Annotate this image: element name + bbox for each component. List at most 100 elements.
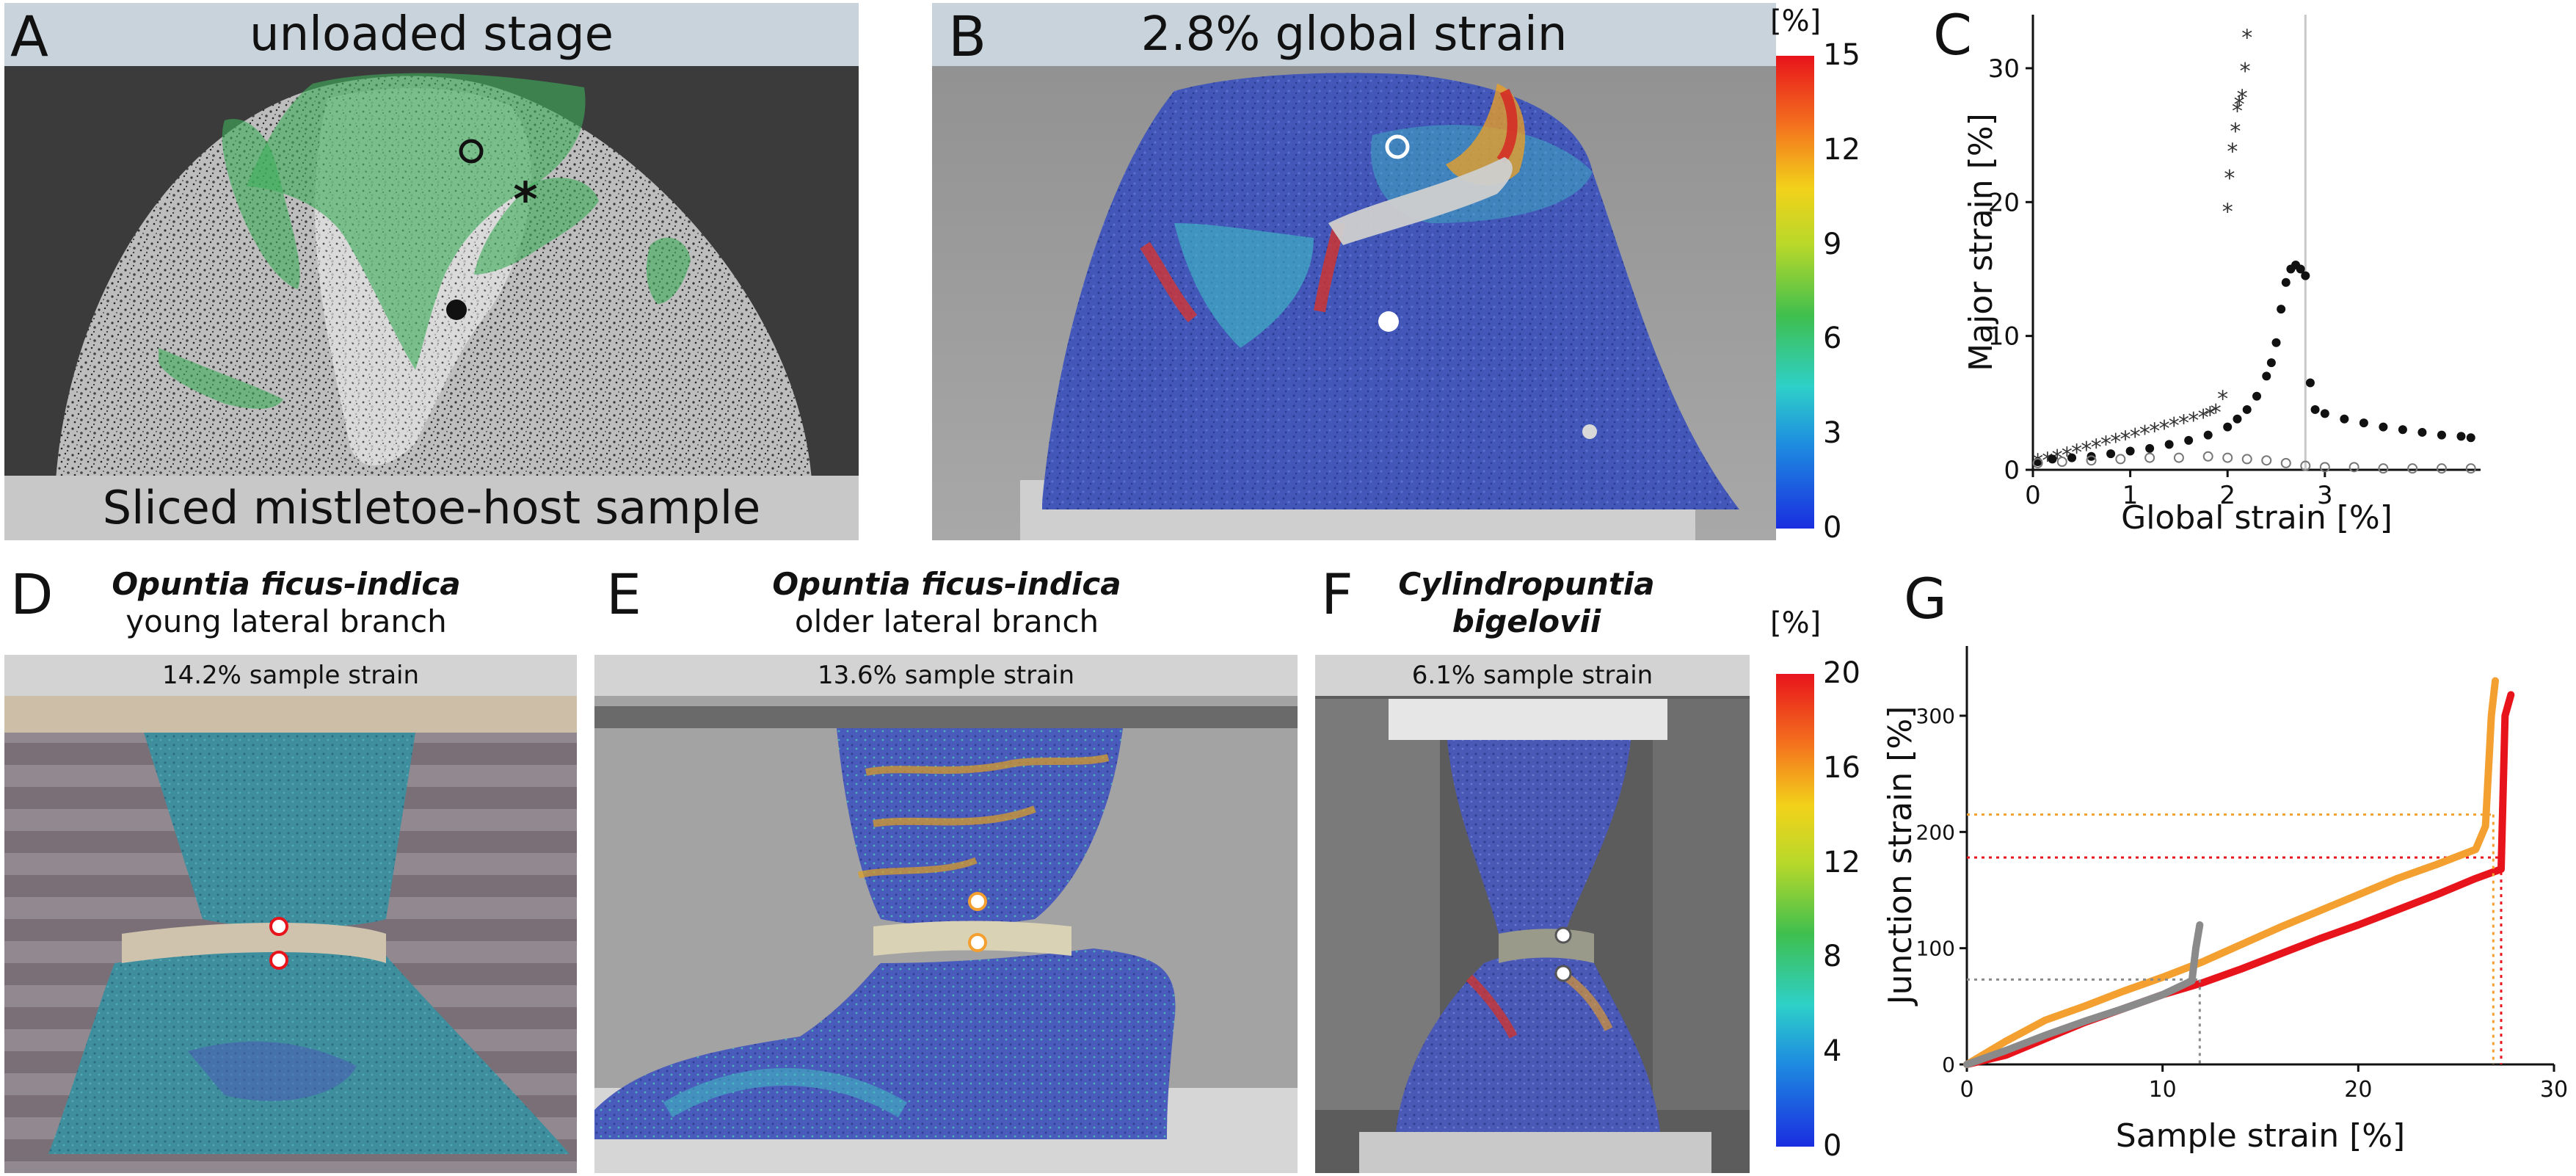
c-point-filled [2145,443,2155,453]
g-ytick-label: 200 [1916,820,1955,844]
colorbar-bottom-tick-12: 12 [1823,845,1860,879]
c-point-open [2319,462,2330,473]
colorbar-top-unit: [%] [1770,4,1822,38]
c-point-open [2436,463,2447,474]
colorbar-bottom-tick-0: 0 [1823,1129,1842,1163]
panel-d-species: Opuntia ficus-indica [112,566,461,602]
c-xlabel: Global strain [%] [2121,499,2393,537]
c-point-asterisk: * [2237,85,2248,111]
cylindropuntia-photo [1315,655,1750,1173]
c-point-asterisk: * [2188,408,2199,434]
c-xtick-label: 3 [2317,481,2333,510]
c-point-filled [2242,404,2252,414]
c-point-filled [2466,433,2475,443]
c-point-filled [2262,371,2271,381]
panel-f-image: 6.1% sample strain [1315,655,1750,1173]
panel-a-image: * unloaded stage Sliced mistletoe-host s… [4,3,859,540]
c-xtick-label: 1 [2122,481,2139,510]
c-point-asterisk: * [2224,166,2235,192]
panel-d-header: Opuntia ficus-indica young lateral branc… [66,565,506,640]
c-point-open [2261,455,2272,466]
c-point-filled [2277,305,2286,314]
panel-b-image: 2.8% global strain [932,3,1776,540]
c-xtick-label: 2 [2219,481,2235,510]
c-point-filled [2106,449,2116,459]
opuntia-old-photo [594,655,1298,1173]
c-point-filled [2301,271,2310,280]
panel-d-image: 14.2% sample strain [4,655,577,1173]
c-point-asterisk: * [2130,424,2141,450]
c-point-asterisk: * [2149,418,2160,444]
strain-map-photo [932,3,1776,540]
c-point-open [2300,460,2311,471]
c-point-asterisk: * [2042,449,2053,474]
c-ytick-label: 10 [1988,322,2020,352]
c-ytick-label: 0 [2004,456,2020,485]
colorbar-top-tick-0: 0 [1823,511,1842,545]
c-point-filled [2125,446,2135,456]
c-point-filled [2067,453,2077,462]
c-point-asterisk: * [2232,99,2243,125]
g-series-line [1963,921,2204,1068]
c-point-filled [2223,422,2233,432]
opuntia-young-photo [4,655,577,1173]
c-point-open [2222,452,2233,463]
g-ytick-label: 300 [1916,704,1955,728]
c-point-asterisk: * [2159,416,2170,442]
g-xtick-label: 0 [1960,1077,1973,1103]
c-point-open [2280,457,2291,468]
panel-a-caption: Sliced mistletoe-host sample [4,476,859,540]
c-point-asterisk: * [2062,443,2073,468]
panel-f-species-line2: bigelovii [1452,603,1601,640]
panel-e-image: 13.6% sample strain [594,655,1298,1173]
c-point-asterisk: * [2230,119,2241,145]
mistletoe-sample-photo: * [4,3,859,540]
c-point-filled [2359,418,2368,428]
c-point-filled [2305,378,2315,388]
c-point-filled [2252,391,2261,401]
panel-b-title: 2.8% global strain [932,3,1776,66]
panel-f-strain: 6.1% sample strain [1315,655,1750,696]
c-point-asterisk: * [2217,387,2228,413]
c-point-open [2348,462,2359,473]
c-point-open [2202,451,2213,462]
g-xlabel: Sample strain [%] [2116,1117,2405,1155]
c-point-asterisk: * [2178,411,2189,437]
c-point-asterisk: * [2240,59,2251,84]
panel-f-species-line1: Cylindropuntia [1398,566,1655,602]
g-series-line [1963,691,2515,1068]
colorbar-bottom-tick-8: 8 [1823,940,1842,974]
c-point-filled [2437,430,2446,440]
colorbar-bottom-tick-16: 16 [1823,750,1860,785]
c-point-filled [2164,440,2174,449]
c-point-filled [2271,338,2281,347]
panel-c-letter: C [1933,2,1973,68]
g-ytick-label: 0 [1942,1053,1955,1077]
c-point-asterisk: * [2198,405,2209,431]
c-ytick-label: 30 [1988,54,2020,84]
c-ylabel: Major strain [%] [1967,113,2000,371]
c-point-filled [2310,404,2320,414]
colorbar-top [1776,56,1814,529]
colorbar-bottom-tick-4: 4 [1823,1034,1842,1069]
c-point-open [2086,455,2097,466]
panel-g-letter: G [1904,566,1947,631]
c-point-asterisk: * [2139,421,2150,447]
c-point-asterisk: * [2227,139,2238,164]
panel-f-letter: F [1321,562,1353,627]
panel-e-letter: E [606,562,642,627]
c-point-asterisk: * [2169,413,2180,439]
colorbar-top-tick-6: 6 [1823,322,1842,356]
colorbar-bottom-tick-20: 20 [1823,656,1860,690]
c-point-open [2115,454,2126,465]
panel-d-letter: D [10,562,54,627]
colorbar-top-tick-15: 15 [1823,38,1860,72]
g-xtick-label: 10 [2149,1077,2177,1103]
c-point-open [2407,463,2418,474]
c-point-filled [2233,414,2242,424]
c-point-asterisk: * [2222,199,2233,225]
c-point-open [2056,457,2067,468]
g-ytick-label: 100 [1916,937,1955,961]
c-point-open [2144,452,2155,463]
